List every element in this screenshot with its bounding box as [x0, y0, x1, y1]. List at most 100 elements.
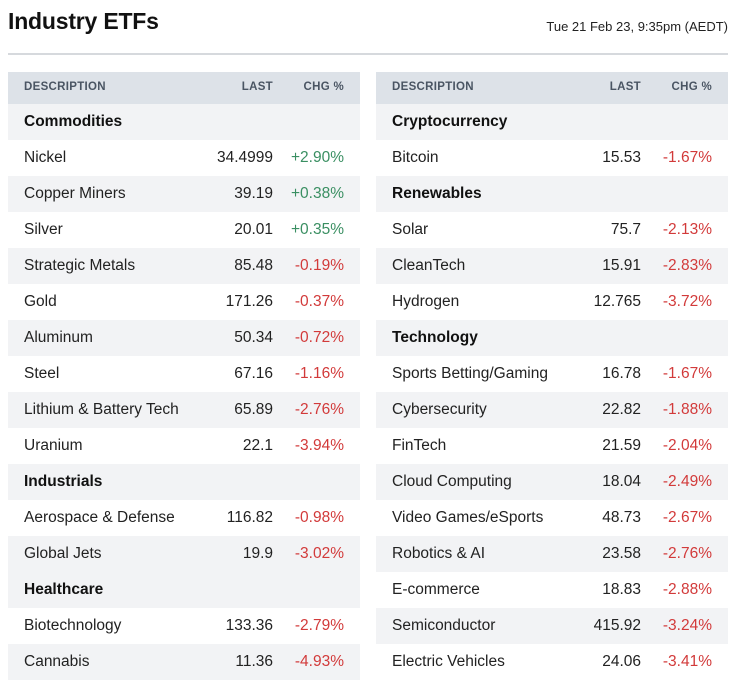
etf-name-link[interactable]: Biotechnology — [24, 617, 122, 634]
etf-name-link[interactable]: Cloud Computing — [392, 473, 512, 490]
table-row[interactable]: Gold 171.26 -0.37% — [8, 284, 360, 320]
table-header: DESCRIPTION LAST CHG % — [376, 72, 728, 104]
table-row[interactable]: Cybersecurity 22.82 -1.88% — [376, 392, 728, 428]
etf-name-link[interactable]: E-commerce — [392, 581, 480, 598]
table-row[interactable]: Bitcoin 15.53 -1.67% — [376, 140, 728, 176]
last-price: 85.48 — [234, 257, 273, 274]
column-header-last[interactable]: LAST — [241, 81, 273, 93]
etf-name-link[interactable]: Global Jets — [24, 545, 102, 562]
etf-name-link[interactable]: FinTech — [392, 437, 447, 454]
etf-name-link[interactable]: Aluminum — [24, 329, 93, 346]
last-price: 15.91 — [602, 257, 641, 274]
section-title: Technology — [392, 329, 478, 346]
change-percent: -3.72% — [662, 293, 712, 310]
table-row[interactable]: CleanTech 15.91 -2.83% — [376, 248, 728, 284]
last-price: 116.82 — [226, 509, 273, 526]
table-row[interactable]: Sports Betting/Gaming 16.78 -1.67% — [376, 356, 728, 392]
table-body: Cryptocurrency Bitcoin 15.53 -1.67% Renewabl… — [376, 104, 728, 680]
change-percent: -2.83% — [662, 257, 712, 274]
etf-name-link[interactable]: Hydrogen — [392, 293, 460, 310]
etf-name-link[interactable]: Robotics & AI — [392, 545, 486, 562]
table-row[interactable]: Cloud Computing 18.04 -2.49% — [376, 464, 728, 500]
section-header-renewables: Renewables — [376, 176, 728, 212]
section-title: Commodities — [24, 113, 123, 130]
change-percent: -2.13% — [662, 221, 712, 238]
etf-name-link[interactable]: Strategic Metals — [24, 257, 136, 274]
section-header-commodities: Commodities — [8, 104, 360, 140]
table-row[interactable]: Aerospace & Defense 116.82 -0.98% — [8, 500, 360, 536]
table-row[interactable]: Biotechnology 133.36 -2.79% — [8, 608, 360, 644]
table-row[interactable]: Nickel 34.4999 +2.90% — [8, 140, 360, 176]
last-price: 15.53 — [602, 149, 641, 166]
etf-name-link[interactable]: Cybersecurity — [392, 401, 487, 418]
etf-name-link[interactable]: Cannabis — [24, 653, 90, 670]
table-header: DESCRIPTION LAST CHG % — [8, 72, 360, 104]
etf-name-link[interactable]: Electric Vehicles — [392, 653, 505, 670]
last-price: 21.59 — [602, 437, 641, 454]
table-row[interactable]: Cannabis 11.36 -4.93% — [8, 644, 360, 680]
etf-name-link[interactable]: Silver — [24, 221, 63, 238]
change-percent: +0.35% — [290, 221, 344, 238]
section-title: Healthcare — [24, 581, 104, 598]
column-header-chg[interactable]: CHG % — [303, 81, 344, 93]
table-row[interactable]: Hydrogen 12.765 -3.72% — [376, 284, 728, 320]
column-header-chg[interactable]: CHG % — [671, 81, 712, 93]
etf-name-link[interactable]: Semiconductor — [392, 617, 496, 634]
table-row[interactable]: Silver 20.01 +0.35% — [8, 212, 360, 248]
table-row[interactable]: Copper Miners 39.19 +0.38% — [8, 176, 360, 212]
last-price: 18.04 — [602, 473, 641, 490]
change-percent: -0.72% — [294, 329, 344, 346]
change-percent: -0.98% — [294, 509, 344, 526]
table-row[interactable]: Solar 75.7 -2.13% — [376, 212, 728, 248]
table-row[interactable]: E-commerce 18.83 -2.88% — [376, 572, 728, 608]
timestamp: Tue 21 Feb 23, 9:35pm (AEDT) — [546, 19, 728, 34]
etf-name-link[interactable]: Nickel — [24, 149, 67, 166]
last-price: 16.78 — [602, 365, 641, 382]
etf-name-link[interactable]: Lithium & Battery Tech — [24, 401, 179, 418]
table-row[interactable]: Uranium 22.1 -3.94% — [8, 428, 360, 464]
change-percent: -3.24% — [662, 617, 712, 634]
change-percent: -1.67% — [662, 365, 712, 382]
last-price: 65.89 — [234, 401, 273, 418]
change-percent: -2.76% — [294, 401, 344, 418]
page-header: Industry ETFs Tue 21 Feb 23, 9:35pm (AED… — [8, 0, 728, 55]
table-row[interactable]: Robotics & AI 23.58 -2.76% — [376, 536, 728, 572]
section-title: Industrials — [24, 473, 103, 490]
etf-name-link[interactable]: Bitcoin — [392, 149, 439, 166]
change-percent: -2.88% — [662, 581, 712, 598]
last-price: 50.34 — [234, 329, 273, 346]
last-price: 34.4999 — [216, 149, 273, 166]
table-row[interactable]: Lithium & Battery Tech 65.89 -2.76% — [8, 392, 360, 428]
section-header-technology: Technology — [376, 320, 728, 356]
column-header-description[interactable]: DESCRIPTION — [392, 81, 474, 93]
last-price: 20.01 — [234, 221, 273, 238]
change-percent: +0.38% — [290, 185, 344, 202]
etf-name-link[interactable]: Aerospace & Defense — [24, 509, 175, 526]
etf-name-link[interactable]: Sports Betting/Gaming — [392, 365, 548, 382]
etf-name-link[interactable]: Copper Miners — [24, 185, 126, 202]
etf-name-link[interactable]: Gold — [24, 293, 57, 310]
etf-table-left: DESCRIPTION LAST CHG % Commodities Nickel… — [8, 72, 360, 680]
page-title: Industry ETFs — [8, 8, 159, 34]
table-row[interactable]: Global Jets 19.9 -3.02% — [8, 536, 360, 572]
table-row[interactable]: Steel 67.16 -1.16% — [8, 356, 360, 392]
table-row[interactable]: Aluminum 50.34 -0.72% — [8, 320, 360, 356]
etf-name-link[interactable]: Solar — [392, 221, 429, 238]
etf-name-link[interactable]: Video Games/eSports — [392, 509, 544, 526]
change-percent: -0.37% — [294, 293, 344, 310]
last-price: 24.06 — [602, 653, 641, 670]
etf-name-link[interactable]: CleanTech — [392, 257, 466, 274]
table-row[interactable]: Electric Vehicles 24.06 -3.41% — [376, 644, 728, 680]
table-row[interactable]: FinTech 21.59 -2.04% — [376, 428, 728, 464]
column-header-last[interactable]: LAST — [609, 81, 641, 93]
table-row[interactable]: Semiconductor 415.92 -3.24% — [376, 608, 728, 644]
etf-name-link[interactable]: Uranium — [24, 437, 83, 454]
etf-name-link[interactable]: Steel — [24, 365, 60, 382]
change-percent: -3.94% — [294, 437, 344, 454]
table-row[interactable]: Strategic Metals 85.48 -0.19% — [8, 248, 360, 284]
change-percent: -3.02% — [294, 545, 344, 562]
change-percent: -1.16% — [294, 365, 344, 382]
section-title: Cryptocurrency — [392, 113, 508, 130]
table-row[interactable]: Video Games/eSports 48.73 -2.67% — [376, 500, 728, 536]
column-header-description[interactable]: DESCRIPTION — [24, 81, 106, 93]
